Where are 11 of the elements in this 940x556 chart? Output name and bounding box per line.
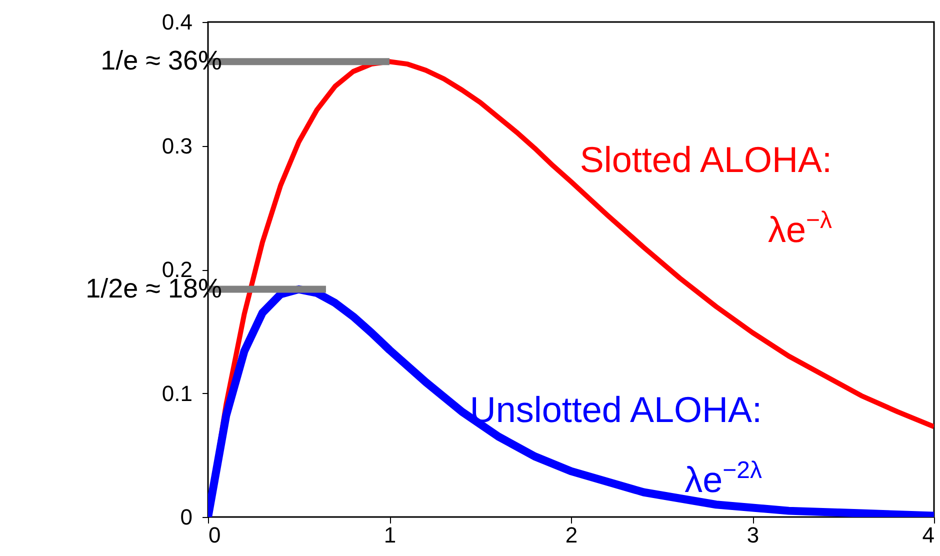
y-tick-label: 0.3 — [162, 133, 192, 158]
y-tick-label: 0.4 — [162, 10, 192, 34]
y-tick-label: 0.1 — [162, 380, 192, 406]
x-tick-label: 2 — [565, 522, 578, 548]
x-tick-label: 3 — [746, 522, 760, 548]
series-label: Slotted ALOHA: λe$^{−λ}$ — [580, 138, 832, 252]
x-tick-label: 1 — [384, 522, 396, 548]
series-label: Unslotted ALOHA: λe$^{−2λ}$ — [470, 388, 762, 502]
x-tick-label: 4 — [922, 522, 934, 548]
y-tick-label: 0 — [180, 504, 192, 530]
x-tick-label: 0 — [208, 522, 221, 548]
